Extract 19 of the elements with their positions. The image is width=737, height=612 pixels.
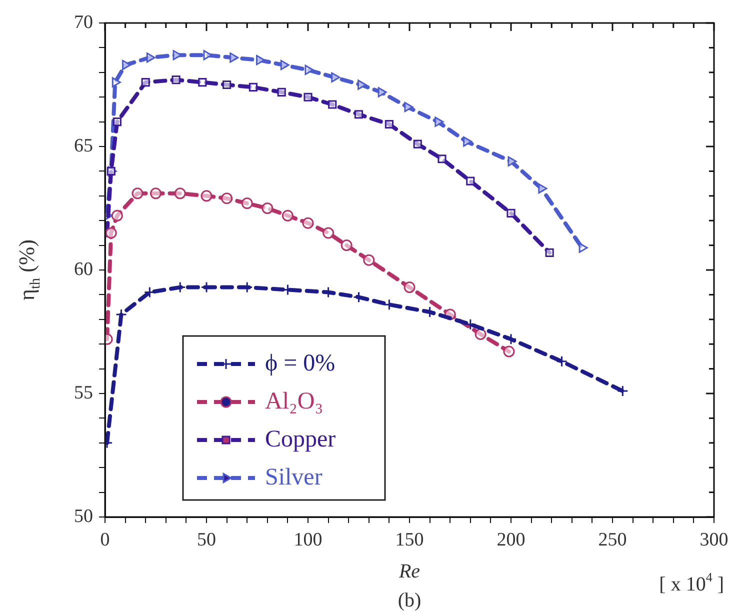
- x-tick-label: 100: [294, 529, 322, 550]
- x-axis-title: Re: [398, 560, 420, 582]
- x-tick-label: 250: [598, 529, 627, 550]
- y-tick-label: 55: [74, 382, 93, 404]
- y-tick-label: 60: [74, 258, 93, 280]
- x-tick-label: 300: [700, 529, 728, 550]
- y-tick-label: 65: [74, 135, 93, 156]
- y-axis-title: ηth (%): [14, 239, 44, 301]
- legend-label: Al₂O₃: [265, 388, 324, 414]
- x-tick-label: 150: [395, 529, 424, 550]
- x-tick-label: 0: [100, 529, 110, 550]
- x-tick-label: 50: [197, 529, 216, 550]
- y-tick-label: 70: [74, 12, 93, 33]
- text: (b): [398, 589, 422, 612]
- x-tick-label: 200: [496, 529, 526, 550]
- legend-label: Copper: [265, 426, 336, 452]
- legend-label: Silver: [265, 464, 322, 490]
- y-tick-label: 50: [74, 506, 93, 527]
- legend-label: ϕ = 0%: [265, 350, 336, 376]
